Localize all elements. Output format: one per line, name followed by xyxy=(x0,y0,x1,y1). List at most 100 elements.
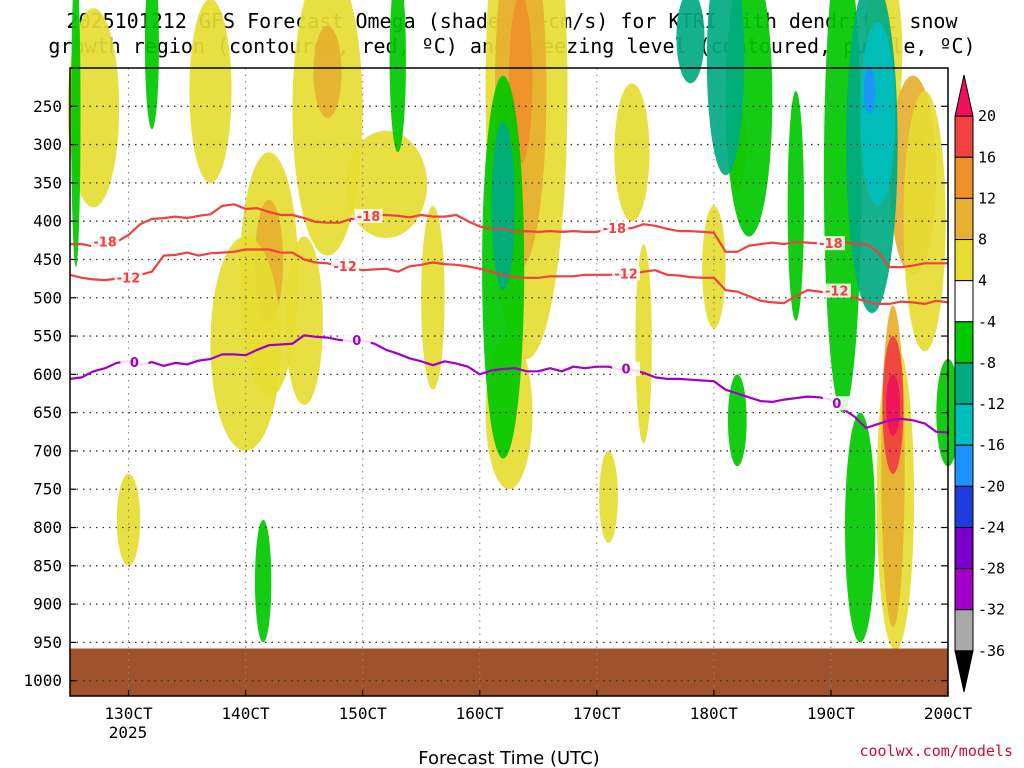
colorbar-label-3: 12 xyxy=(978,189,996,207)
colorbar-label-9: -16 xyxy=(978,436,1005,454)
y-tick-label-500: 500 xyxy=(33,288,62,307)
colorbar-swatch-1 xyxy=(954,74,974,117)
contour-label-minus18-4: -18 xyxy=(819,237,843,252)
contour-label-zero-2: 0 xyxy=(352,334,361,349)
contour-label-minus12-3: -12 xyxy=(614,267,638,282)
y-tick-label-900: 900 xyxy=(33,595,62,614)
colorbar-label-10: -20 xyxy=(978,477,1005,495)
omega-shade-region-44 xyxy=(144,0,159,130)
omega-shade-region-14 xyxy=(614,83,650,222)
omega-shade-region-30 xyxy=(491,121,515,291)
y-tick-label-400: 400 xyxy=(33,212,62,231)
colorbar-label-5: 4 xyxy=(978,272,987,290)
contour-label-bg-minus12-1 xyxy=(114,270,143,285)
colorbar-swatch-12 xyxy=(954,526,974,570)
colorbar-swatch-2 xyxy=(954,115,974,158)
colorbar-swatch-3 xyxy=(954,156,974,199)
colorbar-label-6: -4 xyxy=(978,313,996,331)
y-tick-label-800: 800 xyxy=(33,518,62,537)
contour-minus18 xyxy=(70,203,948,269)
y-tick-label-450: 450 xyxy=(33,250,62,269)
omega-shade-region-43 xyxy=(254,519,272,643)
colorbar-swatch-11 xyxy=(954,485,974,528)
y-tick-label-300: 300 xyxy=(33,135,62,154)
ground-below-surface xyxy=(70,648,948,696)
omega-shading-layer xyxy=(67,0,960,651)
y-tick-label-750: 750 xyxy=(33,480,62,499)
omega-shade-region-38 xyxy=(860,22,896,206)
colorbar-label-11: -24 xyxy=(978,518,1005,536)
colorbar-swatch-8 xyxy=(954,362,974,405)
contour-label-bg-minus18-4 xyxy=(816,236,845,251)
omega-shade-region-41 xyxy=(844,412,876,643)
omega-shade-region-33 xyxy=(706,0,745,176)
x-axis-tick-labels: 130CT 140CT 150CT 160CT 170CT 180CT 190CT 200CT xyxy=(104,690,972,723)
x-tick-label-140CT: 140CT xyxy=(222,704,271,723)
omega-shade-region-16 xyxy=(421,205,445,390)
contour-label-minus18-2: -18 xyxy=(357,210,381,225)
x-tick-label-200CT: 200CT xyxy=(924,704,973,723)
x-axis-title: Forecast Time (UTC) xyxy=(418,748,599,768)
contour-zero xyxy=(69,334,949,434)
omega-shade-region-9 xyxy=(116,473,141,566)
omega-shade-region-8 xyxy=(210,236,281,451)
y-tick-label-600: 600 xyxy=(33,365,62,384)
contour-label-zero-1: 0 xyxy=(130,356,139,371)
y-tick-label-850: 850 xyxy=(33,556,62,575)
contour-label-bg-zero-3 xyxy=(612,361,641,376)
colorbar-label-4: 8 xyxy=(978,231,987,249)
omega-shade-region-17 xyxy=(635,244,652,444)
omega-shade-region-4 xyxy=(313,25,342,118)
colorbar-label-2: 16 xyxy=(978,148,996,166)
colorbar-swatch-4 xyxy=(954,197,974,241)
x-tick-label-180CT: 180CT xyxy=(690,704,739,723)
omega-shade-region-2 xyxy=(189,0,232,183)
omega-shade-region-45 xyxy=(71,0,81,268)
omega-shade-region-22 xyxy=(903,90,946,352)
colorbar-swatch-10 xyxy=(954,444,974,487)
x-tick-label-160CT: 160CT xyxy=(456,704,505,723)
grid-lines xyxy=(70,68,948,696)
omega-shade-region-39 xyxy=(863,68,876,114)
source-credit: coolwx.com/models xyxy=(859,742,1013,760)
colorbar-swatch-7 xyxy=(954,321,974,364)
contour-label-bg-zero-2 xyxy=(342,333,371,348)
colorbar-swatch-15 xyxy=(954,650,974,693)
colorbar-label-12: -28 xyxy=(978,560,1005,578)
colorbar-label-1: 20 xyxy=(978,107,996,125)
contour-label-zero-4: 0 xyxy=(832,397,841,412)
omega-shade-region-42 xyxy=(727,374,747,467)
contour-label-bg-minus12-4 xyxy=(822,283,851,298)
x-axis-year-label: 2025 xyxy=(109,723,148,742)
y-tick-label-1000: 1000 xyxy=(23,671,62,690)
y-tick-label-350: 350 xyxy=(33,173,62,192)
contour-label-minus12-1: -12 xyxy=(117,272,141,287)
plot-frame xyxy=(69,67,949,697)
omega-shade-region-3 xyxy=(292,0,363,256)
omega-shade-region-1 xyxy=(67,8,120,208)
plot-area: -18 -18 -18 -18 -12 -12 -12 -12 0 0 0 0 xyxy=(67,0,960,697)
colorbar-label-8: -12 xyxy=(978,395,1005,413)
contour-label-bg-zero-4 xyxy=(822,396,851,411)
x-tick-label-170CT: 170CT xyxy=(573,704,622,723)
omega-shade-region-10 xyxy=(285,236,323,405)
contour-label-bg-minus12-3 xyxy=(612,266,641,281)
colorbar-swatch-6 xyxy=(954,280,974,323)
omega-shade-region-26 xyxy=(885,374,901,436)
colorbar-swatch-13 xyxy=(954,568,974,611)
colorbar-label-14: -36 xyxy=(978,642,1005,660)
contour-label-minus18-3: -18 xyxy=(603,222,627,237)
contour-label-minus12-2: -12 xyxy=(333,260,357,275)
colorbar-swatch-14 xyxy=(954,609,974,652)
y-axis-tick-labels: 250 300 350 400 450 500 550 600 650 700 750 800 850 9… xyxy=(23,97,948,690)
contour-label-zero-3: 0 xyxy=(622,363,631,378)
omega-shade-region-18 xyxy=(599,450,618,543)
y-tick-label-950: 950 xyxy=(33,633,62,652)
y-tick-label-650: 650 xyxy=(33,403,62,422)
x-tick-label-130CT: 130CT xyxy=(104,704,153,723)
contour-label-bg-minus18-1 xyxy=(91,234,120,249)
x-tick-label-150CT: 150CT xyxy=(339,704,388,723)
y-tick-label-550: 550 xyxy=(33,327,62,346)
y-tick-label-700: 700 xyxy=(33,441,62,460)
